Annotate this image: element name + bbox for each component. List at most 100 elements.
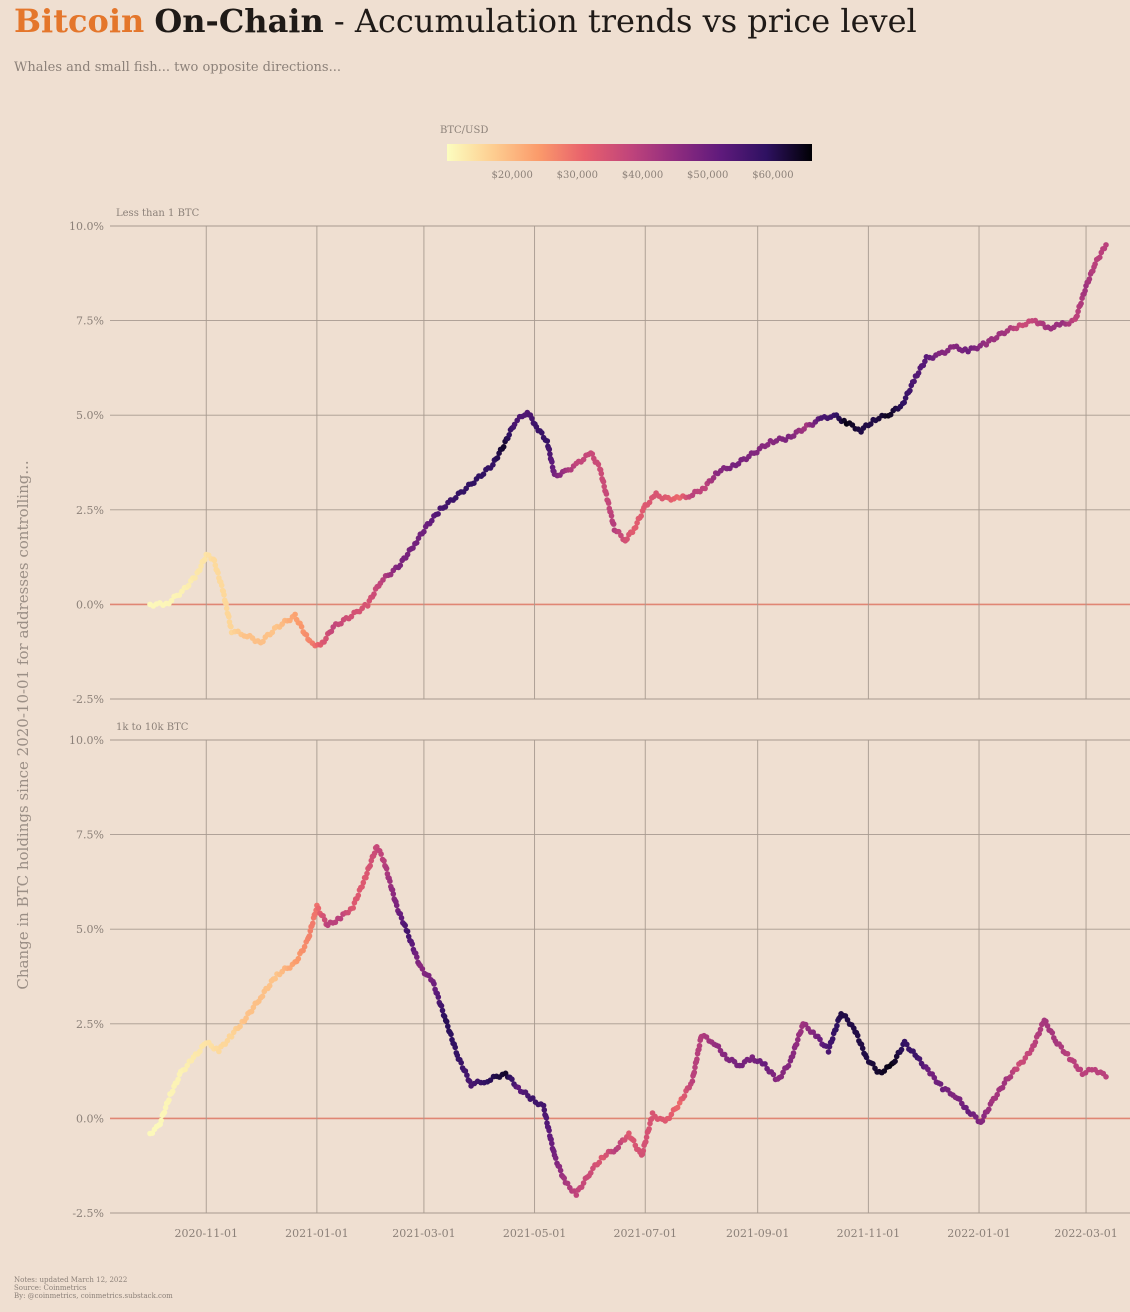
data-point <box>541 1107 548 1113</box>
data-point <box>902 395 909 401</box>
data-point <box>911 378 917 385</box>
data-point <box>448 1031 454 1038</box>
y-tick-label: 10.0% <box>69 220 104 233</box>
data-point <box>1022 1055 1029 1061</box>
data-point <box>168 597 175 604</box>
data-point <box>480 471 487 478</box>
data-point <box>414 954 420 960</box>
data-point <box>223 600 229 607</box>
data-point <box>595 461 602 468</box>
data-point <box>615 1144 622 1151</box>
data-point <box>829 1036 836 1042</box>
y-tick-label: 5.0% <box>76 409 104 422</box>
data-point <box>383 865 390 872</box>
data-point <box>169 1088 176 1095</box>
data-point <box>1036 1030 1042 1037</box>
data-point <box>668 1111 675 1118</box>
data-point <box>298 623 305 630</box>
data-point <box>1092 261 1098 267</box>
data-point <box>197 567 203 574</box>
data-point <box>223 605 230 612</box>
data-point <box>643 1139 649 1145</box>
data-point <box>338 620 344 627</box>
data-point <box>1103 1074 1109 1080</box>
data-point <box>640 1147 647 1154</box>
data-point <box>364 603 371 609</box>
data-point <box>795 1036 801 1043</box>
data-point <box>367 862 374 869</box>
data-point <box>310 920 316 927</box>
data-point <box>596 1159 603 1166</box>
data-point <box>681 1093 688 1099</box>
data-point <box>543 1115 550 1121</box>
y-tick-label: 2.5% <box>76 504 104 517</box>
data-point <box>387 571 394 578</box>
colorbar-tick-label: $20,000 <box>491 170 532 181</box>
data-point <box>588 1170 594 1176</box>
data-point <box>546 1127 552 1134</box>
data-point <box>323 635 329 642</box>
colorbar-tick-label: $40,000 <box>622 170 663 181</box>
y-tick-label: 5.0% <box>76 923 104 936</box>
data-point <box>601 483 607 490</box>
data-point <box>986 1106 992 1113</box>
data-point <box>421 528 427 535</box>
data-point <box>471 480 477 487</box>
data-point <box>1077 1066 1084 1073</box>
data-point <box>500 444 507 450</box>
data-point <box>212 562 219 568</box>
notes-source: Source: Coinmetrics <box>14 1284 87 1292</box>
data-point <box>694 1056 700 1062</box>
data-point <box>443 1018 450 1025</box>
data-point <box>380 577 386 583</box>
data-point <box>608 513 615 519</box>
data-point <box>218 582 225 589</box>
x-tick-label: 2022-01-01 <box>947 1227 1010 1240</box>
data-point <box>580 456 587 463</box>
data-point <box>260 638 266 645</box>
y-tick-label: 7.5% <box>76 315 104 328</box>
data-point <box>464 1072 470 1078</box>
data-point <box>1058 1044 1065 1050</box>
data-point <box>849 422 856 428</box>
data-point <box>1014 1066 1020 1072</box>
y-tick-label: -2.5% <box>72 693 104 706</box>
data-point <box>243 1015 249 1021</box>
data-point <box>544 438 551 444</box>
data-point <box>624 536 630 542</box>
data-point <box>778 1073 785 1080</box>
data-point <box>445 1023 451 1030</box>
data-point <box>398 915 405 921</box>
data-point <box>364 870 370 877</box>
data-point <box>810 1029 816 1035</box>
data-point <box>770 1071 777 1078</box>
data-point <box>539 430 545 436</box>
data-point <box>892 1058 898 1065</box>
data-point <box>646 1126 652 1132</box>
data-point <box>307 928 314 934</box>
data-point <box>228 623 234 630</box>
data-point <box>404 928 411 935</box>
data-point <box>956 1096 963 1102</box>
data-point <box>610 521 617 527</box>
data-point <box>646 499 653 506</box>
data-point <box>692 1064 698 1071</box>
data-point <box>870 1061 876 1067</box>
data-point <box>215 569 221 576</box>
data-point <box>439 1007 446 1014</box>
data-point <box>844 1017 851 1023</box>
data-point <box>802 1021 809 1028</box>
data-point <box>303 632 310 638</box>
data-point <box>907 387 913 394</box>
data-point <box>868 421 874 427</box>
data-point <box>192 575 198 581</box>
data-point <box>859 1045 866 1052</box>
x-tick-label: 2021-09-01 <box>726 1227 789 1240</box>
data-point <box>259 993 266 1000</box>
data-point <box>793 1041 800 1048</box>
data-point <box>301 943 308 950</box>
data-point <box>994 1091 1000 1098</box>
data-point <box>898 1046 905 1053</box>
data-point <box>530 1095 536 1101</box>
x-tick-label: 2022-03-01 <box>1054 1227 1117 1240</box>
